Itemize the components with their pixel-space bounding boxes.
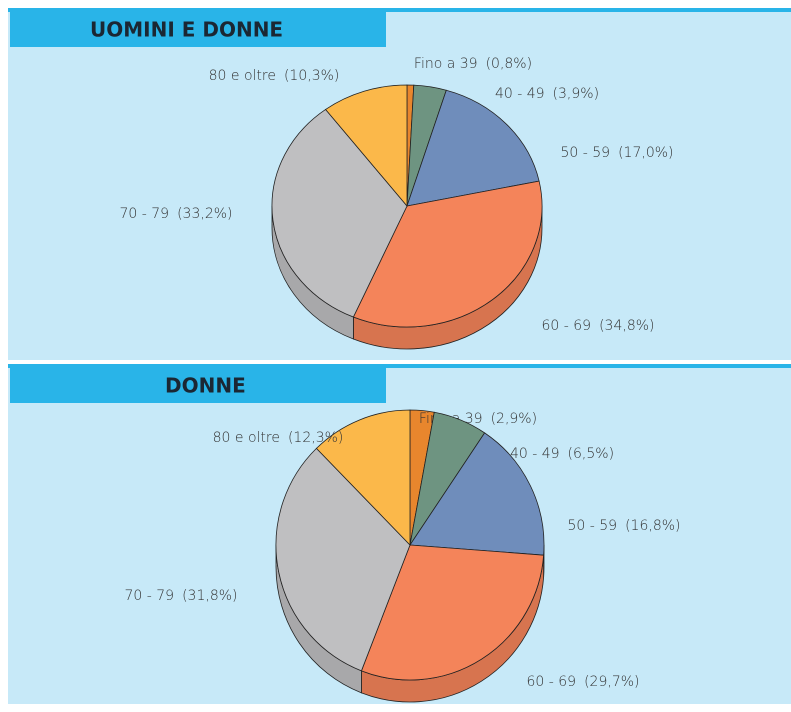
slice-category: 40 - 49 — [510, 446, 560, 462]
slice-value: (12,3%) — [288, 430, 343, 446]
header-tab — [10, 12, 386, 47]
pie-slice — [409, 432, 545, 556]
slice-category: 60 - 69 — [527, 674, 577, 690]
slice-category: 80 e oltre — [209, 68, 276, 84]
slice-value: (0,8%) — [486, 56, 533, 72]
slice-category: 70 - 79 — [120, 206, 170, 222]
pie-slice — [406, 89, 540, 207]
slice-category: 50 - 59 — [568, 518, 618, 534]
slice-label: 50 - 59 (16,8%) — [568, 518, 681, 534]
slice-label: 40 - 49 (3,9%) — [495, 86, 599, 102]
slice-value: (31,8%) — [182, 588, 237, 604]
panel-rule — [8, 8, 791, 12]
slice-value: (10,3%) — [284, 68, 339, 84]
slice-value: (34,8%) — [599, 318, 654, 334]
slice-label: 80 e oltre (10,3%) — [209, 68, 340, 84]
slice-value: (33,2%) — [177, 206, 232, 222]
slice-label: Fino a 39 (0,8%) — [414, 56, 532, 72]
slice-category: 50 - 59 — [561, 145, 611, 161]
pie-slice — [315, 409, 411, 546]
panel-rule — [8, 364, 791, 368]
slice-value: (29,7%) — [584, 674, 639, 690]
slice-category: 70 - 79 — [125, 588, 175, 604]
slice-value: (6,5%) — [568, 446, 615, 462]
chart-title: DONNE — [165, 374, 246, 398]
pie-slice — [360, 544, 545, 681]
pie-slice — [271, 108, 408, 318]
slice-category: 40 - 49 — [495, 86, 545, 102]
slice-label: 50 - 59 (17,0%) — [561, 145, 674, 161]
pie-slice — [352, 180, 543, 328]
slice-category: 60 - 69 — [542, 318, 592, 334]
slice-value: (2,9%) — [491, 411, 538, 427]
pie-slice — [325, 84, 408, 208]
slice-label: 70 - 79 (31,8%) — [125, 588, 238, 604]
slice-category: 80 e oltre — [213, 430, 280, 446]
slice-label: 60 - 69 (29,7%) — [527, 674, 640, 690]
slice-label: 40 - 49 (6,5%) — [510, 446, 614, 462]
slice-value: (16,8%) — [625, 518, 680, 534]
slice-value: (3,9%) — [553, 86, 600, 102]
slice-category: Fino a 39 — [414, 56, 478, 72]
slice-value: (17,0%) — [618, 145, 673, 161]
pie-slice — [275, 447, 411, 672]
slice-label: 60 - 69 (34,8%) — [542, 318, 655, 334]
slice-label: 70 - 79 (33,2%) — [120, 206, 233, 222]
header-tab — [10, 368, 386, 403]
slice-label: 80 e oltre (12,3%) — [213, 430, 344, 446]
chart-title: UOMINI E DONNE — [90, 18, 283, 42]
